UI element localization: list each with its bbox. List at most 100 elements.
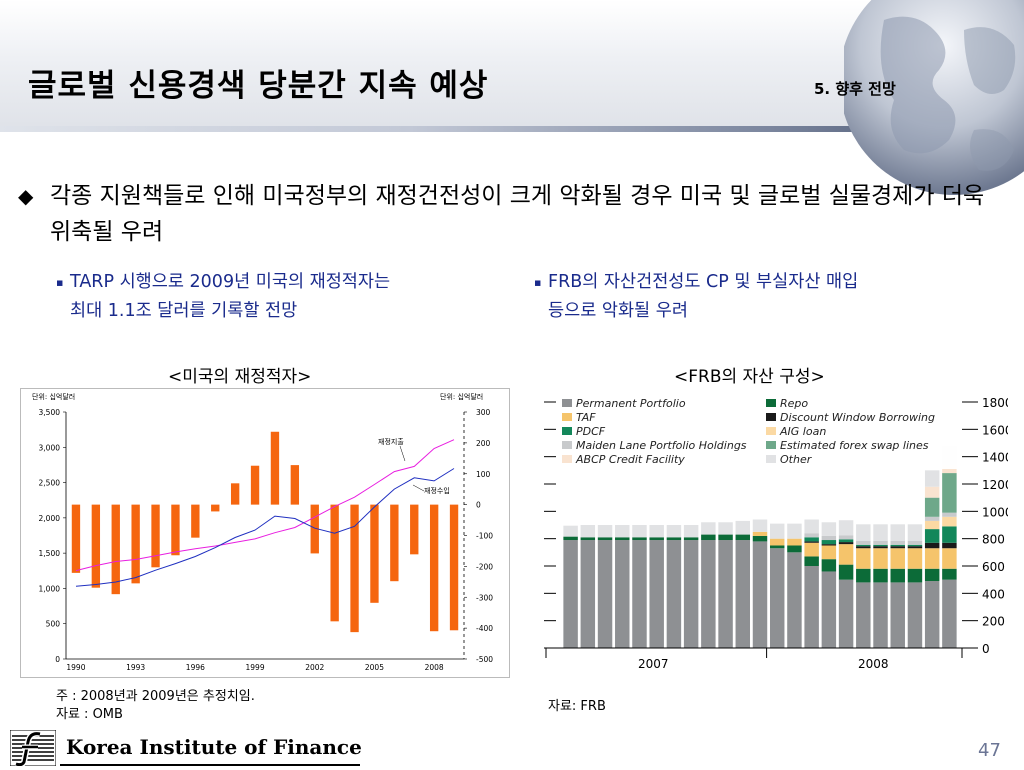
asset-bar-segment xyxy=(735,534,751,541)
asset-bar-segment xyxy=(890,568,905,583)
asset-bar-segment xyxy=(821,535,837,541)
asset-bar-segment xyxy=(632,540,647,648)
asset-bar-segment xyxy=(701,540,716,648)
deficit-bar xyxy=(131,504,140,584)
y-tick-label: 200 xyxy=(982,615,1005,629)
asset-bar-segment xyxy=(683,537,699,541)
asset-bar-segment xyxy=(769,548,785,648)
y-tick-label: 1,500 xyxy=(39,549,61,558)
y-tick-label: 2,500 xyxy=(39,479,61,488)
y2-tick-label: 200 xyxy=(476,439,491,448)
asset-bar-segment xyxy=(856,524,871,541)
revenue-line xyxy=(75,468,455,587)
asset-bar-segment xyxy=(890,546,905,549)
asset-bar-segment xyxy=(580,540,596,648)
asset-bar-segment xyxy=(752,541,768,648)
asset-bar-segment xyxy=(838,520,854,536)
asset-bar-segment xyxy=(597,537,613,541)
square-bullet-icon: ▪ xyxy=(56,276,64,289)
y-tick-label: 600 xyxy=(982,560,1005,574)
asset-bar-segment xyxy=(666,525,682,538)
asset-bar-segment xyxy=(942,568,957,580)
asset-bar-segment xyxy=(666,540,682,648)
asset-bar-segment xyxy=(873,582,888,648)
deficit-bar xyxy=(171,504,180,556)
y-tick-label: 500 xyxy=(46,620,61,629)
asset-bar-segment xyxy=(838,542,854,545)
asset-bar-segment xyxy=(615,540,630,648)
sub-bullet-right-line1: FRB의 자산건전성도 CP 및 부실자산 매입 xyxy=(548,272,859,292)
asset-bar-segment xyxy=(580,537,596,541)
revenue-annotation: 재정수입 xyxy=(424,486,450,495)
asset-bar-segment xyxy=(856,544,871,547)
asset-bar-segment xyxy=(563,540,578,648)
asset-bar-segment xyxy=(769,523,785,539)
asset-bar-segment xyxy=(873,524,888,541)
asset-bar-segment xyxy=(924,520,940,530)
globe-decoration xyxy=(844,0,1024,200)
legend-swatch xyxy=(562,427,572,435)
asset-bar-segment xyxy=(924,470,940,487)
asset-bar-segment xyxy=(580,525,596,538)
legend-swatch xyxy=(562,455,572,463)
y-tick-label: 1400 xyxy=(982,451,1008,465)
asset-bar-segment xyxy=(924,486,940,498)
legend-label: Estimated forex swap lines xyxy=(780,439,929,452)
deficit-bar xyxy=(429,504,439,632)
asset-bar-segment xyxy=(924,568,940,582)
chart-frame xyxy=(20,388,510,678)
asset-bar-segment xyxy=(821,544,837,546)
asset-bar-segment xyxy=(821,559,837,572)
asset-bar-segment xyxy=(804,533,819,538)
y-tick-label: 1200 xyxy=(982,478,1008,492)
asset-bar-segment xyxy=(563,536,578,541)
x-group-label: 2007 xyxy=(638,657,669,671)
asset-bar-segment xyxy=(804,542,819,557)
asset-bar-segment xyxy=(787,523,802,539)
asset-bar-segment xyxy=(890,548,905,569)
page-number: 47 xyxy=(978,740,1001,761)
legend-swatch xyxy=(766,455,776,463)
y-tick-label: 3,500 xyxy=(39,408,61,417)
asset-bar-segment xyxy=(873,544,888,547)
deficit-bar xyxy=(350,504,359,633)
footer-divider xyxy=(60,764,360,766)
asset-bar-segment xyxy=(718,522,733,535)
asset-bar-segment xyxy=(804,541,819,543)
asset-bar-segment xyxy=(890,524,905,541)
asset-bar-segment xyxy=(838,579,854,648)
x-tick-label: 2005 xyxy=(365,663,384,672)
legend-swatch xyxy=(562,413,572,421)
asset-bar-segment xyxy=(787,545,802,553)
asset-bar-segment xyxy=(787,538,802,546)
main-bullet-text: 각종 지원책들로 인해 미국정부의 재정건전성이 크게 악화될 경우 미국 및 … xyxy=(50,183,985,245)
legend-label: AIG loan xyxy=(779,425,826,438)
asset-bar-segment xyxy=(942,542,957,549)
asset-bar-segment xyxy=(942,516,957,527)
asset-bar-segment xyxy=(873,540,888,545)
asset-bar-segment xyxy=(804,556,819,566)
header-divider xyxy=(0,126,1024,132)
asset-bar-segment xyxy=(683,525,699,538)
asset-bar-segment xyxy=(649,537,664,541)
sub-bullet-left-line1: TARP 시행으로 2009년 미국의 재정적자는 xyxy=(70,272,391,292)
organization-name: Korea Institute of Finance xyxy=(66,735,362,759)
asset-bar-segment xyxy=(907,548,923,569)
legend-label: ABCP Credit Facility xyxy=(575,453,685,466)
deficit-bar xyxy=(270,431,280,505)
y2-tick-label: -500 xyxy=(476,655,493,664)
asset-bar-segment xyxy=(942,526,957,543)
right-chart-title: <FRB의 자산 구성> xyxy=(674,367,825,387)
asset-bar-segment xyxy=(752,531,768,536)
y-tick-label: 0 xyxy=(55,655,60,664)
asset-bar-segment xyxy=(649,540,664,648)
asset-bar-segment xyxy=(632,525,647,538)
asset-bar-segment xyxy=(838,544,854,565)
asset-bar-segment xyxy=(856,582,871,648)
y-tick-label: 800 xyxy=(982,533,1005,547)
asset-bar-segment xyxy=(804,519,819,534)
y-tick-label: 0 xyxy=(982,642,990,656)
legend-swatch xyxy=(562,441,572,449)
asset-bar-segment xyxy=(890,582,905,648)
